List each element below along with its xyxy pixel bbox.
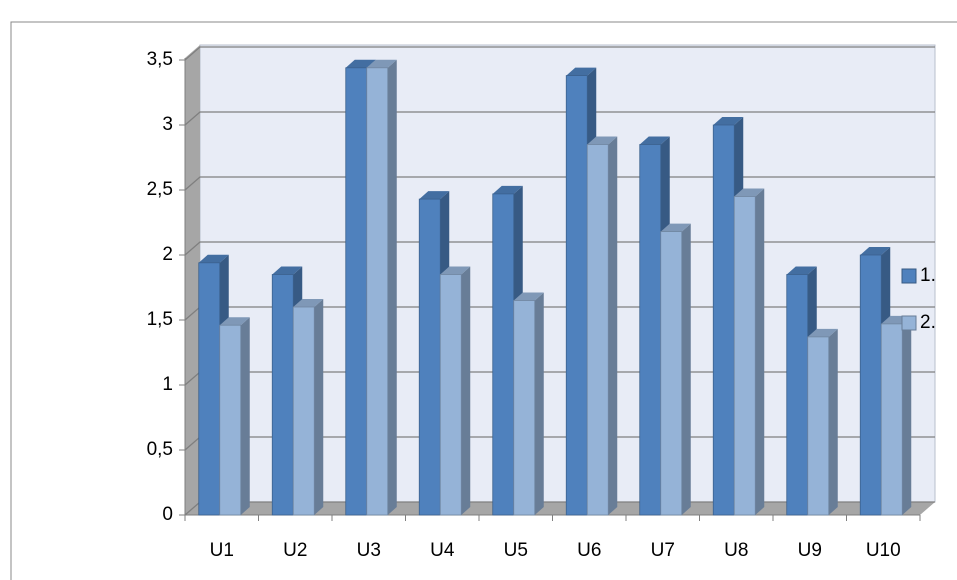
bar-top bbox=[219, 317, 250, 326]
bar-top bbox=[293, 299, 324, 307]
bar-side bbox=[314, 299, 324, 515]
bar bbox=[513, 300, 536, 516]
y-tick-label: 3,5 bbox=[147, 49, 173, 70]
bar-top bbox=[345, 59, 376, 68]
bar bbox=[492, 193, 515, 516]
bar bbox=[733, 196, 756, 516]
x-tick-label: U8 bbox=[724, 540, 748, 561]
bar-side bbox=[387, 59, 397, 516]
bar-top bbox=[198, 254, 229, 263]
bar-top bbox=[419, 191, 450, 200]
bar bbox=[439, 274, 462, 516]
bar-side bbox=[534, 292, 544, 515]
bar bbox=[586, 144, 609, 516]
bar bbox=[271, 274, 294, 516]
x-tick-label: U4 bbox=[430, 540, 455, 561]
bar bbox=[345, 67, 368, 516]
x-tick-label: U2 bbox=[283, 540, 307, 561]
x-tick-label: U5 bbox=[504, 540, 528, 561]
legend-swatch bbox=[901, 315, 917, 331]
grid-line bbox=[184, 46, 935, 61]
bar-top bbox=[786, 266, 817, 275]
bar-top bbox=[807, 328, 838, 337]
bar bbox=[418, 198, 441, 516]
bar-top bbox=[513, 292, 544, 301]
bar-side bbox=[902, 315, 912, 515]
bar-top bbox=[566, 67, 597, 76]
bar-top bbox=[366, 59, 397, 68]
grid-line bbox=[184, 176, 935, 191]
bar-side bbox=[608, 136, 618, 515]
x-tick-label: U1 bbox=[210, 540, 234, 561]
x-tick-label: U10 bbox=[866, 540, 901, 561]
bar bbox=[198, 262, 221, 516]
y-tick-label: 3 bbox=[162, 114, 173, 135]
bar bbox=[786, 274, 809, 516]
bar-top bbox=[272, 266, 303, 275]
bar-top bbox=[492, 185, 523, 194]
x-tick-label: U9 bbox=[798, 540, 822, 561]
bar-side bbox=[755, 188, 765, 515]
x-tick-label: U6 bbox=[577, 540, 601, 561]
bar-side bbox=[681, 223, 691, 515]
bar bbox=[807, 336, 830, 516]
bar-top bbox=[587, 136, 618, 145]
bar bbox=[565, 75, 588, 516]
bar-top bbox=[734, 188, 765, 197]
bar bbox=[366, 67, 389, 516]
grid-line bbox=[184, 111, 935, 126]
bar-side bbox=[240, 317, 250, 515]
bar-top bbox=[660, 223, 691, 232]
bar-side bbox=[828, 328, 838, 515]
x-tick-label: U7 bbox=[651, 540, 675, 561]
bar bbox=[219, 324, 242, 516]
y-tick-label: 2,5 bbox=[147, 179, 173, 200]
bar-top bbox=[860, 247, 891, 255]
bar-top bbox=[440, 266, 471, 275]
y-tick-label: 2 bbox=[162, 244, 173, 265]
bar bbox=[639, 144, 662, 516]
legend-label: 1. bbox=[920, 265, 936, 286]
bar-side bbox=[461, 266, 471, 515]
bar bbox=[712, 124, 735, 516]
side-wall bbox=[185, 45, 200, 515]
y-tick-label: 0,5 bbox=[147, 439, 173, 460]
bar-top bbox=[639, 136, 670, 145]
y-tick-label: 1,5 bbox=[147, 309, 173, 330]
bar bbox=[880, 323, 903, 516]
y-tick-label: 0 bbox=[162, 504, 173, 525]
y-tick-label: 1 bbox=[162, 374, 173, 395]
bar bbox=[292, 306, 315, 516]
bar bbox=[859, 254, 882, 516]
x-tick-label: U3 bbox=[357, 540, 381, 561]
bar-top bbox=[713, 117, 744, 125]
bar bbox=[660, 231, 683, 516]
legend-label: 2. bbox=[920, 312, 936, 333]
legend-swatch bbox=[901, 268, 917, 284]
